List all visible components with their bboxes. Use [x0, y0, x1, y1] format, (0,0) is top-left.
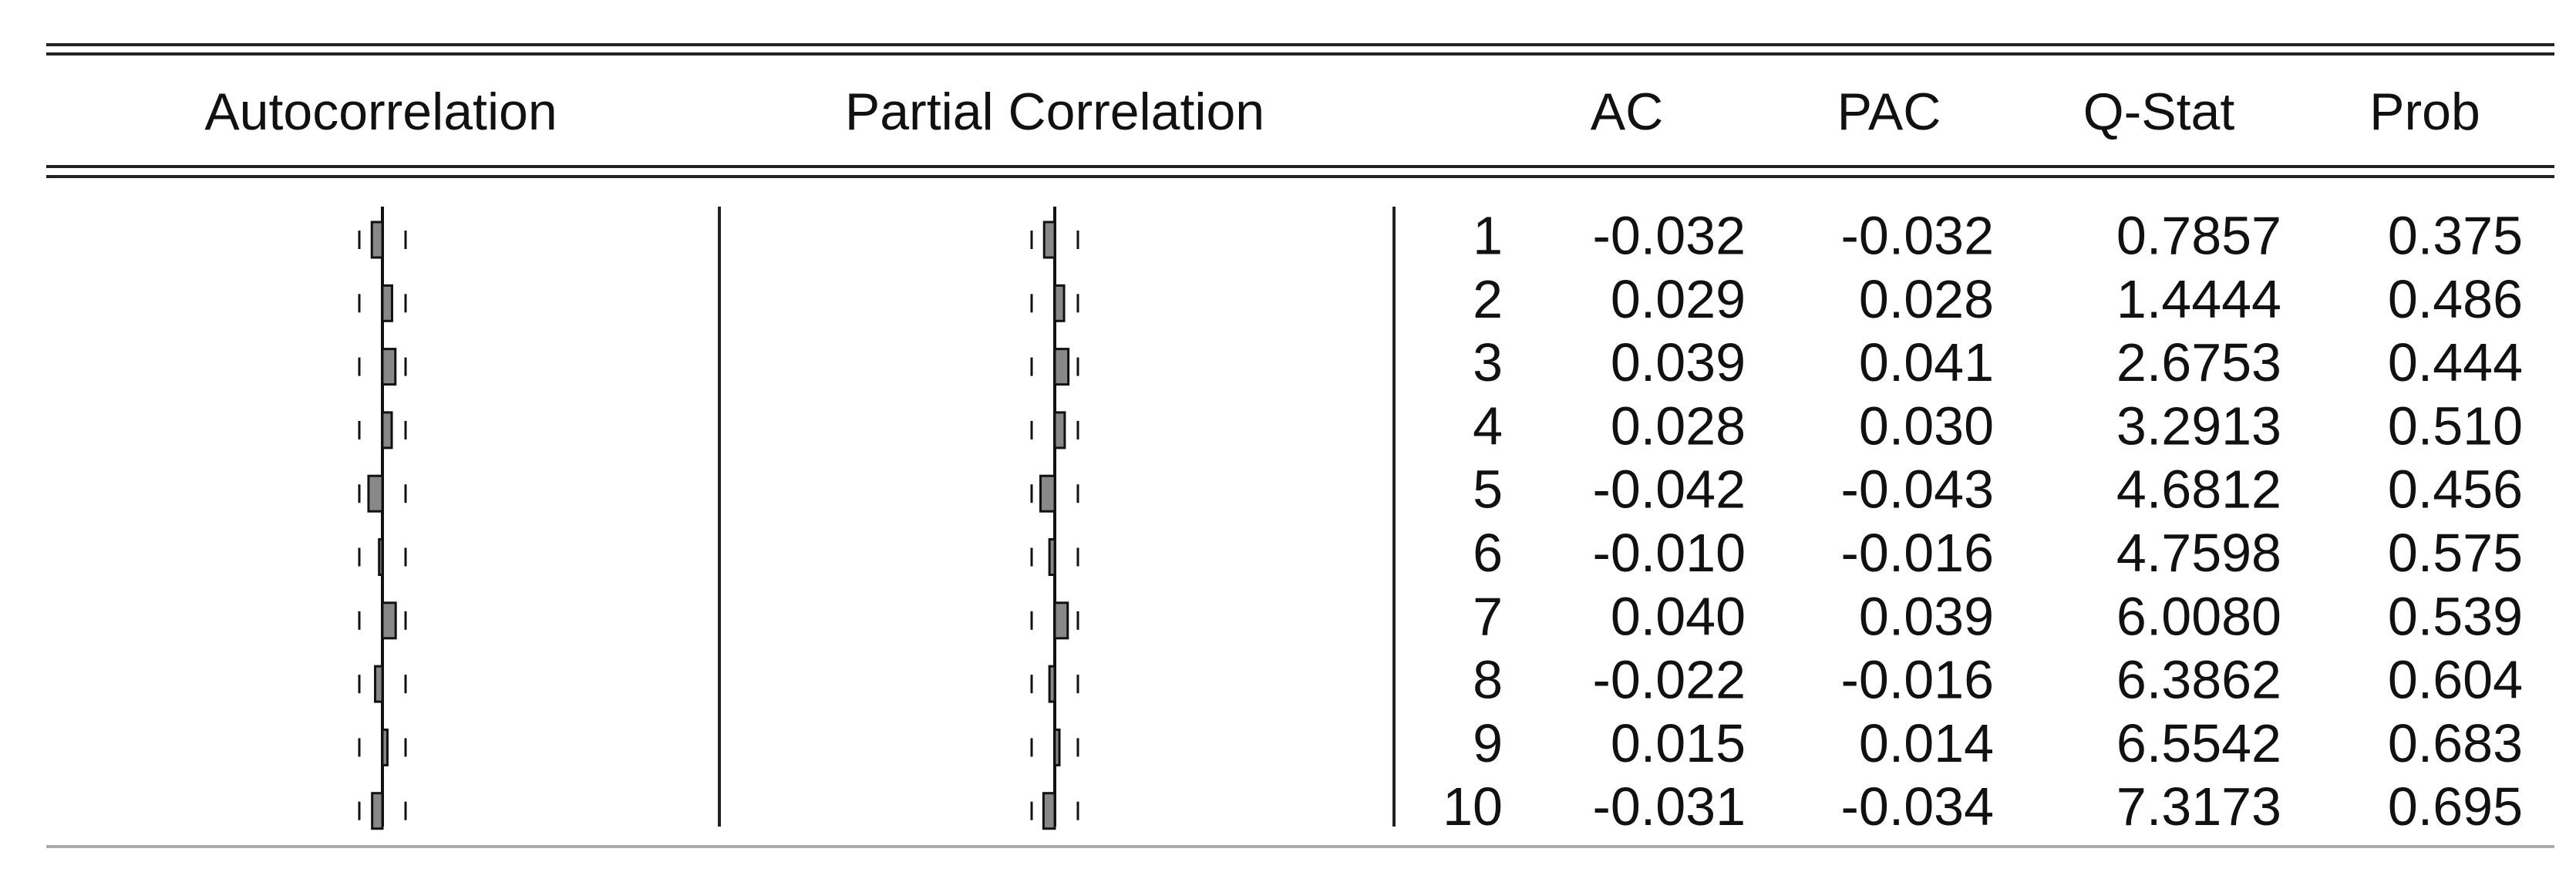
correlation-bar: [1042, 792, 1056, 830]
correlation-bar: [1039, 474, 1056, 513]
correlation-bar: [1053, 728, 1061, 766]
ac-value: -0.010: [1593, 523, 1746, 583]
prob: 0.456: [2388, 460, 2523, 520]
correlation-bar: [370, 221, 384, 259]
lag: 9: [1473, 713, 1503, 773]
header: Partial Correlation: [845, 83, 1264, 141]
q-stat: 7.3173: [2116, 776, 2281, 837]
correlation-bar: [1053, 601, 1069, 640]
ac-value: 0.040: [1611, 586, 1746, 646]
prob: 0.539: [2388, 586, 2523, 646]
header: Autocorrelation: [204, 83, 557, 141]
correlation-bar: [1042, 221, 1056, 259]
correlation-bar: [1053, 411, 1066, 450]
lag: 2: [1473, 269, 1503, 329]
lag: 6: [1473, 523, 1503, 583]
prob: 0.510: [2388, 396, 2523, 456]
lag: 1: [1473, 205, 1503, 265]
lag: 4: [1473, 396, 1503, 456]
rules: [46, 43, 2554, 848]
prob: 0.695: [2388, 776, 2523, 837]
pac-value: -0.034: [1841, 776, 1994, 837]
q-stat: 4.6812: [2116, 460, 2281, 520]
correlation-bar: [371, 792, 384, 830]
prob: 0.575: [2388, 523, 2523, 583]
header: AC: [1591, 83, 1663, 141]
ac-value: -0.032: [1593, 205, 1746, 265]
correlation-bar: [1048, 665, 1056, 703]
correlation-bar: [374, 665, 384, 703]
header: Prob: [2369, 83, 2480, 141]
ac-value: -0.031: [1593, 776, 1746, 837]
lag: 7: [1473, 586, 1503, 646]
pac-value: 0.039: [1859, 586, 1994, 646]
pac-value: 0.028: [1859, 269, 1994, 329]
pac-value: 0.041: [1859, 332, 1994, 392]
header: Q-Stat: [2083, 83, 2235, 141]
q-stat: 4.7598: [2116, 523, 2281, 583]
q-stat: 6.0080: [2116, 586, 2281, 646]
ac-value: 0.015: [1611, 713, 1746, 773]
lag: 3: [1473, 332, 1503, 392]
prob: 0.604: [2388, 650, 2523, 710]
correlation-bar: [1053, 348, 1070, 386]
q-stat: 1.4444: [2116, 269, 2281, 329]
correlation-bar: [381, 601, 397, 640]
ac-value: 0.029: [1611, 269, 1746, 329]
correlation-bar: [367, 474, 384, 513]
pac-value: 0.014: [1859, 713, 1994, 773]
prob: 0.375: [2388, 205, 2523, 265]
correlation-bar: [381, 348, 397, 386]
pac-value: -0.016: [1841, 650, 1994, 710]
prob: 0.486: [2388, 269, 2523, 329]
prob: 0.444: [2388, 332, 2523, 392]
correlation-bar: [1048, 538, 1056, 576]
lag: 5: [1473, 460, 1503, 520]
lag: 8: [1473, 650, 1503, 710]
q-stat: 6.3862: [2116, 650, 2281, 710]
ac-value: 0.028: [1611, 396, 1746, 456]
q-stat: 0.7857: [2116, 205, 2281, 265]
pac-value: -0.016: [1841, 523, 1994, 583]
lag: 10: [1443, 776, 1503, 837]
pac-value: 0.030: [1859, 396, 1994, 456]
pac-value: -0.043: [1841, 460, 1994, 520]
pac-value: -0.032: [1841, 205, 1994, 265]
correlation-bar: [381, 284, 393, 322]
ac-value: -0.022: [1593, 650, 1746, 710]
ac-value: -0.042: [1593, 460, 1746, 520]
q-stat: 6.5542: [2116, 713, 2281, 773]
correlation-bar: [378, 538, 384, 576]
correlation-bar: [1053, 284, 1066, 322]
prob: 0.683: [2388, 713, 2523, 773]
correlation-bar: [381, 411, 393, 450]
q-stat: 2.6753: [2116, 332, 2281, 392]
q-stat: 3.2913: [2116, 396, 2281, 456]
header: PAC: [1837, 83, 1941, 141]
correlation-bar: [381, 728, 389, 766]
ac-value: 0.039: [1611, 332, 1746, 392]
